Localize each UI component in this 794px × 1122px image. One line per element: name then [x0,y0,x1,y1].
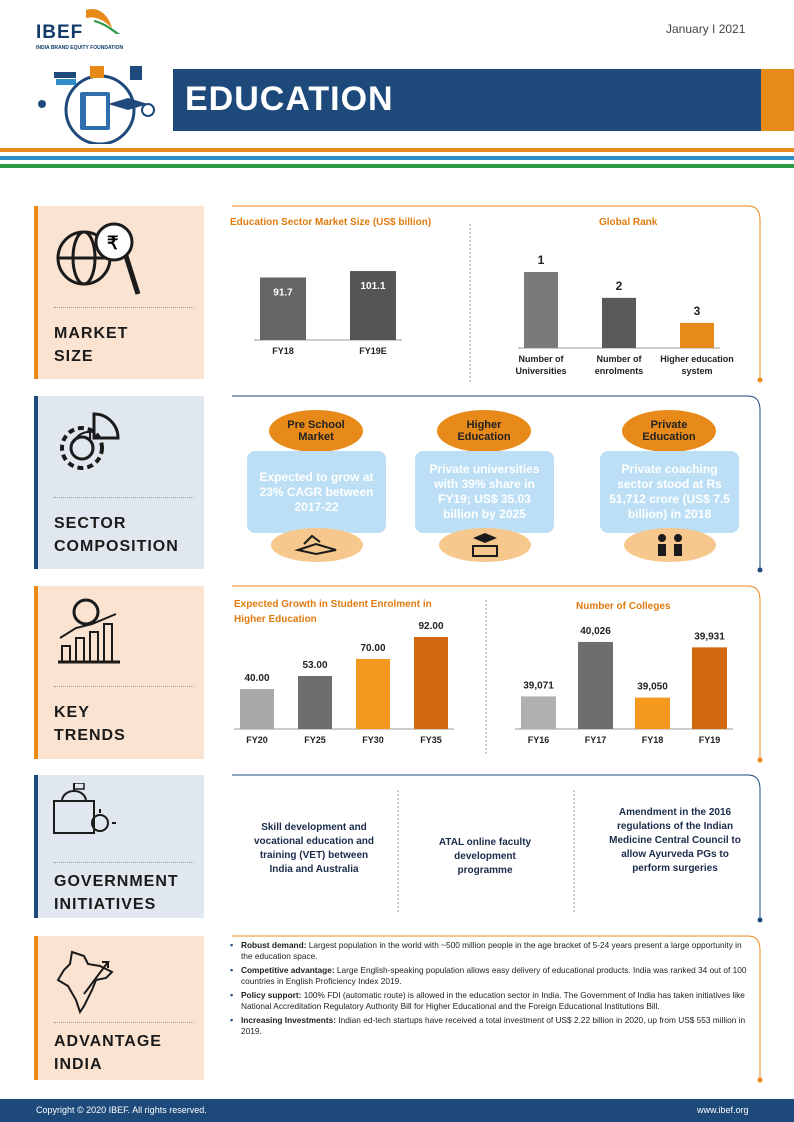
category-tick-label: Universities [515,366,566,376]
composition-text-2: Private universities with 39% share in F… [415,451,554,533]
advantage-item: Robust demand: Largest population in the… [230,940,750,961]
bar-fy17 [578,641,613,729]
category-tick-label: FY16 [528,735,550,745]
market-size-chart-title: Education Sector Market Size (US$ billio… [230,217,432,228]
government-building-icon [53,783,116,834]
advantage-item: Competitive advantage: Large English-spe… [230,965,750,986]
category-tick-label: enrolments [595,366,644,376]
gov-initiative-3: Amendment in the 2016 regulations of the… [609,807,741,874]
graduate-icon [439,528,531,562]
enrolment-chart-title: Expected Growth in Student Enrolment in H… [234,599,432,625]
logo-subtitle: INDIA BRAND EQUITY FOUNDATION [36,45,124,51]
bar-value-label: 1 [538,253,545,267]
composition-oval-2: Higher Education [437,410,531,452]
category-tick-label: system [681,366,712,376]
growth-chart-icon [58,598,120,664]
sector-composition-label: SECTOR COMPOSITION [54,515,179,555]
logo-flag-icon [86,8,120,34]
key-trends-label: KEY TRENDS [54,704,126,744]
global-rank-chart-title: Global Rank [599,217,658,228]
copyright-text: Copyright © 2020 IBEF. All rights reserv… [36,1105,207,1115]
key-trends-panel [34,586,204,759]
content-frames [232,205,763,1083]
books-icon [271,528,363,562]
bar-fy35 [414,637,448,729]
bar-fy20 [240,689,274,729]
category-tick-label: FY20 [246,735,268,745]
advantage-india-label: ADVANTAGE INDIA [54,1033,162,1073]
title-banner [173,69,761,131]
bar-value-label: 53.00 [302,660,327,671]
education-illustration-icon [38,66,155,144]
bar-value-label: 2 [616,279,623,293]
composition-text-3: Private coaching sector stood at Rs 51,7… [600,451,739,533]
global-rank-chart: 1 Number of Universities 2 Number of enrolmen… [515,253,734,376]
category-tick-label: FY30 [362,735,384,745]
market-size-chart: 91.7 FY18 101.1 FY19E [254,271,402,356]
category-tick-label: FY17 [585,735,607,745]
composition-oval-3: Private Education [622,410,716,452]
bar-value-label: 40.00 [244,673,269,684]
bar-fy19 [692,647,727,729]
composition-text-1: Expected to grow at 23% CAGR between 201… [247,451,386,533]
government-initiatives-label: GOVERNMENT INITIATIVES [54,873,179,913]
bar-value-label: 40,026 [580,626,611,637]
stripe-green [0,164,794,168]
bar-fy30 [356,659,390,729]
advantage-item: Increasing Investments: Indian ed-tech s… [230,1015,750,1036]
bar-value-label: 3 [694,304,701,318]
bar-fy18 [635,697,670,729]
category-tick-label: FY19 [699,735,721,745]
colleges-chart: 39,071 FY16 40,026 FY17 39,050 FY18 39,931 FY19 [515,626,733,745]
footer: Copyright © 2020 IBEF. All rights reserv… [0,1099,794,1122]
gov-initiative-2: ATAL online faculty development programm… [438,837,532,876]
bar-value-label: 39,071 [523,680,554,691]
india-map-icon [56,950,114,1015]
category-tick-label: Number of [597,354,643,364]
gov-initiative-1: Skill development and vocational educati… [253,822,375,875]
category-tick-label: Higher education [660,354,734,364]
bar-fy19e [350,271,396,340]
bar-value-label: 101.1 [360,281,385,292]
category-tick-label: FY19E [359,346,387,356]
advantage-india-panel [34,936,204,1080]
category-tick-label: Number of [519,354,565,364]
category-tick-label: FY18 [642,735,664,745]
composition-oval-1: Pre School Market [269,410,363,452]
bar-value-label: 39,931 [694,631,725,642]
gear-chart-icon [60,412,120,470]
bar-value-label: 91.7 [273,287,293,298]
category-tick-label: FY18 [272,346,294,356]
globe-magnifier-icon: ₹ [56,222,141,295]
bar-fy16 [521,696,556,729]
colleges-chart-title: Number of Colleges [576,601,671,612]
bar-value-label: 39,050 [637,682,668,693]
category-tick-label: FY25 [304,735,326,745]
bar-number-of-enrolments [602,297,636,348]
bar-value-label: 92.00 [418,621,443,632]
bar-fy25 [298,676,332,729]
market-size-label: MARKET SIZE [54,325,129,365]
sector-composition-panel [34,396,204,569]
advantage-list: Robust demand: Largest population in the… [230,940,750,1040]
logo: IBEF [36,22,84,43]
stripe-orange [0,148,794,152]
enrolment-chart: 40.00 FY20 53.00 FY25 70.00 FY30 92.00 FY35 [234,621,454,745]
website-link[interactable]: www.ibef.org [697,1105,749,1115]
banner-accent [761,69,794,131]
stripe-blue [0,156,794,160]
bar-value-label: 70.00 [360,643,385,654]
advantage-item: Policy support: 100% FDI (automatic rout… [230,990,750,1011]
category-tick-label: FY35 [420,735,442,745]
classroom-icon [624,528,716,562]
page-title: EDUCATION [185,80,394,118]
bar-number-of-universities [524,272,558,348]
report-date: January I 2021 [666,22,746,36]
bar-higher-education-system [680,322,714,348]
bar-fy18 [260,277,306,340]
svg-text:₹: ₹ [107,233,119,253]
